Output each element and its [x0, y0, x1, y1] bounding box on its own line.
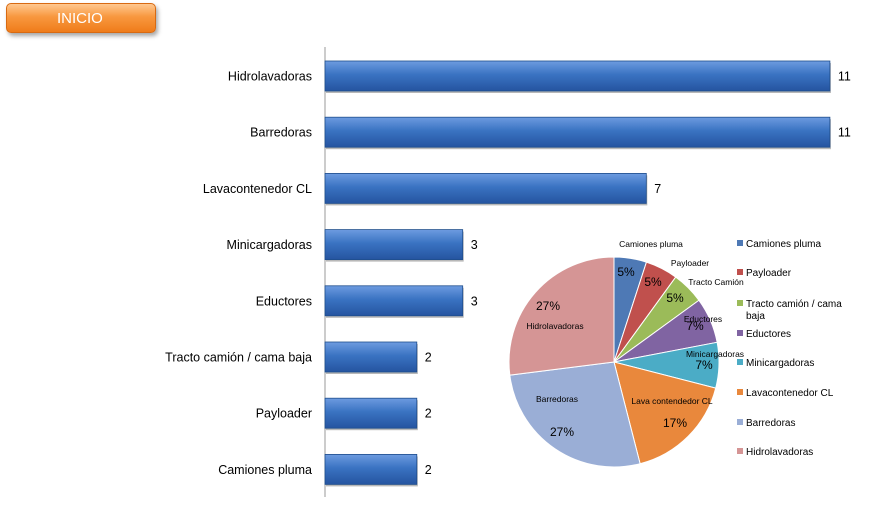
pie-slice-pct-label: 7%	[686, 319, 704, 333]
pie-slice-pct-label: 5%	[617, 265, 635, 279]
legend-label: Minicargadoras	[746, 358, 814, 369]
legend-label: Hidrolavadoras	[746, 447, 813, 458]
bar-value-label: 3	[471, 294, 478, 308]
legend-swatch	[737, 269, 743, 275]
pie-slice-pct-label: 27%	[550, 425, 574, 439]
bar-chart: Hidrolavadoras 11 Barredoras 11 Lavacontened…	[165, 47, 851, 497]
legend-label: Lavacontenedor CL	[746, 388, 834, 399]
pie-slice-name-label: Minicargadoras	[686, 349, 744, 359]
pie-slice-name-label: Hidrolavadoras	[526, 321, 583, 331]
pie-legend: Camiones pluma Payloader Tracto camión / c…	[737, 239, 842, 458]
legend-label: Payloader	[746, 268, 792, 279]
bar-barredoras	[324, 116, 831, 148]
legend-swatch	[737, 359, 743, 365]
pie-slice-name-label: Camiones pluma	[619, 239, 683, 249]
bar-value-label: 11	[838, 70, 851, 84]
pie-chart: Camiones pluma 5% Payloader 5% Tracto Camión…	[508, 239, 744, 468]
bar-category-label: Minicargadoras	[227, 238, 312, 252]
legend-swatch	[737, 300, 743, 306]
pie-slice-barredoras	[509, 361, 641, 468]
legend-swatch	[737, 240, 743, 246]
legend-swatch	[737, 330, 743, 336]
legend-swatch	[737, 448, 743, 454]
bar-eductores	[324, 285, 464, 317]
bar-value-label: 2	[425, 407, 432, 421]
pie-slice-pct-label: 5%	[644, 275, 662, 289]
bar-value-label: 3	[471, 238, 478, 252]
legend-label: Barredoras	[746, 418, 795, 429]
legend-label: Camiones pluma	[746, 239, 821, 250]
bar-minicargadoras	[324, 229, 464, 261]
bar-hidrolavadoras	[324, 60, 831, 92]
pie-slice-pct-label: 17%	[663, 416, 687, 430]
bar-category-label: Tracto camión / cama baja	[165, 351, 312, 365]
bar-category-label: Lavacontenedor CL	[203, 182, 312, 196]
legend-swatch	[737, 419, 743, 425]
bar-camiones-pluma	[324, 453, 418, 485]
bar-payloader	[324, 397, 418, 429]
bar-value-label: 11	[838, 126, 851, 140]
bar-category-label: Barredoras	[250, 126, 312, 140]
bar-value-label: 7	[654, 182, 661, 196]
pie-slice-name-label: Lava contendedor CL	[631, 396, 713, 406]
pie-slice-name-label: Barredoras	[536, 394, 578, 404]
bar-tracto-camion-cama-baja	[324, 341, 418, 373]
bar-category-label: Payloader	[256, 407, 312, 421]
pie-slice-pct-label: 27%	[536, 299, 560, 313]
pie-slice-hidrolavadoras	[508, 256, 615, 376]
pie-slice-name-label: Eductores	[684, 314, 722, 324]
legend-label: Eductores	[746, 329, 791, 340]
pie-slice-pct-label: 5%	[666, 291, 684, 305]
bar-category-label: Camiones pluma	[218, 463, 312, 477]
pie-slice-name-label: Tracto Camión	[688, 277, 744, 287]
pie-slice-pct-label: 7%	[695, 358, 713, 372]
bar-value-label: 2	[425, 351, 432, 365]
bar-category-label: Eductores	[256, 294, 312, 308]
legend-swatch	[737, 389, 743, 395]
pie-slice-name-label: Payloader	[671, 258, 709, 268]
bar-value-label: 2	[425, 463, 432, 477]
pie-slice-lava-contendedor-cl	[613, 361, 717, 465]
inicio-button[interactable]: INICIO	[6, 3, 156, 33]
bar-category-label: Hidrolavadoras	[228, 70, 312, 84]
legend-label: Tracto camión / cama baja	[746, 299, 842, 322]
bar-lavacontenedor-cl	[324, 172, 647, 204]
